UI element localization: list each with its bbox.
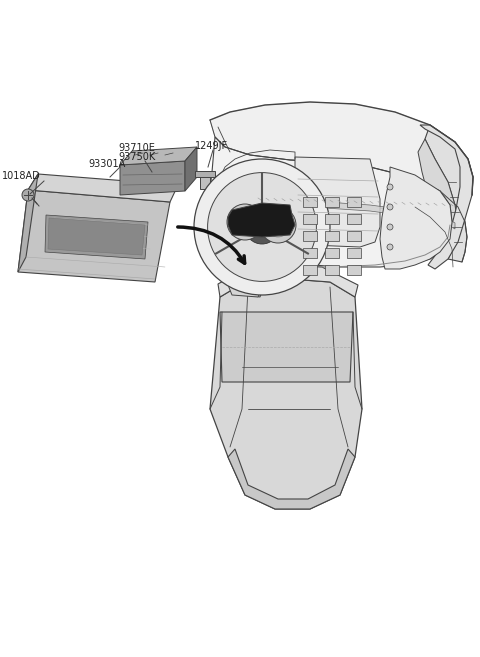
Polygon shape (380, 167, 452, 269)
Polygon shape (210, 102, 473, 195)
Polygon shape (18, 174, 38, 272)
Polygon shape (185, 147, 197, 191)
Bar (303, 214, 317, 224)
Polygon shape (255, 197, 455, 229)
Circle shape (387, 204, 393, 210)
Bar (347, 248, 361, 258)
Polygon shape (228, 449, 355, 509)
Circle shape (233, 210, 257, 234)
Text: 1249JF: 1249JF (195, 141, 228, 151)
Polygon shape (420, 125, 473, 269)
Polygon shape (120, 147, 197, 165)
Bar (325, 248, 339, 258)
Bar (347, 214, 361, 224)
Bar (303, 231, 317, 241)
Polygon shape (18, 190, 170, 282)
Circle shape (260, 207, 296, 243)
Text: 93301A: 93301A (88, 159, 125, 169)
Bar (347, 231, 361, 241)
Polygon shape (200, 171, 210, 189)
Polygon shape (425, 125, 473, 262)
Bar (325, 214, 339, 224)
Text: 93710E: 93710E (118, 143, 155, 153)
Bar (303, 197, 317, 207)
Polygon shape (120, 161, 185, 195)
FancyArrowPatch shape (178, 227, 245, 263)
Bar (303, 248, 317, 258)
Polygon shape (205, 189, 260, 292)
Circle shape (245, 210, 279, 244)
Polygon shape (294, 157, 380, 247)
Circle shape (387, 184, 393, 190)
Bar (325, 197, 339, 207)
Circle shape (194, 159, 330, 295)
Polygon shape (228, 203, 295, 237)
Polygon shape (220, 312, 353, 382)
Circle shape (387, 224, 393, 230)
Polygon shape (195, 171, 215, 177)
Polygon shape (28, 174, 178, 202)
Polygon shape (228, 229, 280, 297)
Text: 93750K: 93750K (118, 152, 155, 162)
Circle shape (207, 173, 316, 281)
Bar (347, 197, 361, 207)
Polygon shape (418, 139, 458, 249)
Circle shape (387, 244, 393, 250)
Polygon shape (248, 245, 280, 297)
Text: 1018AD: 1018AD (2, 171, 41, 181)
Bar (325, 265, 339, 275)
Polygon shape (210, 137, 452, 267)
Bar (303, 265, 317, 275)
Polygon shape (48, 218, 145, 255)
Circle shape (22, 189, 34, 201)
Circle shape (266, 213, 290, 237)
Polygon shape (218, 264, 358, 297)
Circle shape (227, 204, 263, 240)
Polygon shape (210, 279, 362, 509)
Bar (325, 231, 339, 241)
Bar (347, 265, 361, 275)
Polygon shape (45, 215, 148, 259)
